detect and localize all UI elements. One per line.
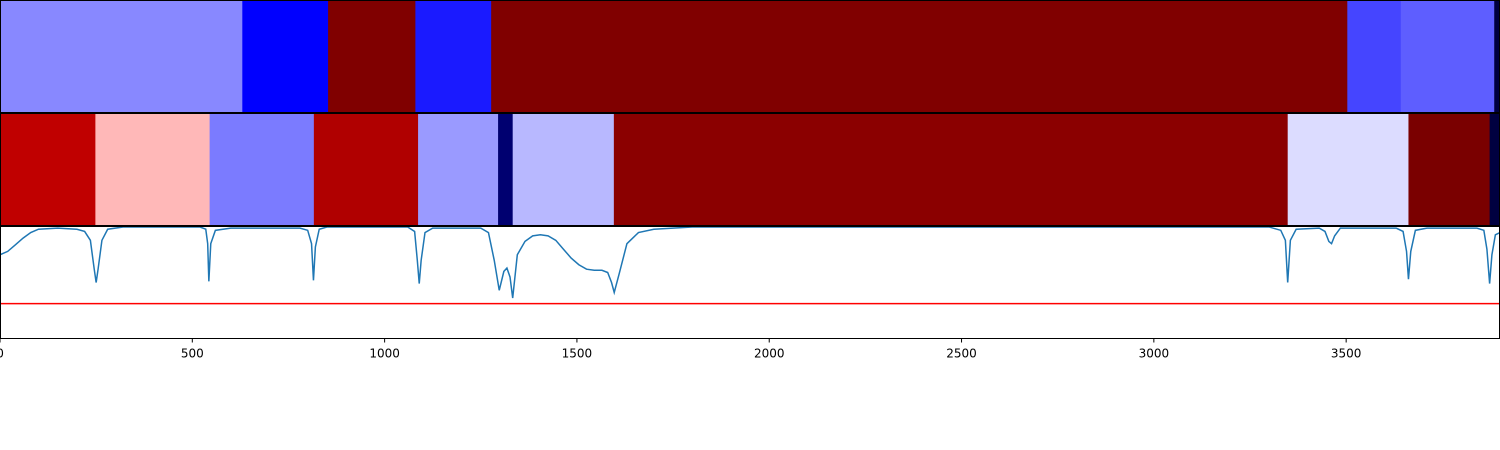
heatmap-row-1-segment-7 — [1400, 1, 1495, 112]
heatmap-row-1-segment-8 — [1494, 1, 1500, 112]
heatmap-row-2-segment-4 — [313, 114, 419, 225]
x-tick-label-0: 0 — [0, 347, 4, 361]
heatmap-row-2-segment-10 — [1408, 114, 1491, 225]
x-tick-label-1000: 1000 — [369, 347, 400, 361]
heatmap-row-1-segment-2 — [242, 1, 329, 112]
heatmap-row-2-segment-9 — [1287, 114, 1410, 225]
x-tick-label-2000: 2000 — [754, 347, 785, 361]
heatmap-row-1-segment-4 — [415, 1, 492, 112]
heatmap-row-2-segment-6 — [498, 114, 514, 225]
line-panel — [0, 226, 1500, 339]
x-tick-label-1500: 1500 — [562, 347, 593, 361]
x-tick-label-3000: 3000 — [1139, 347, 1170, 361]
heatmap-row-1-segment-1 — [0, 1, 243, 112]
heatmap-row-1-segment-3 — [328, 1, 416, 112]
heatmap-row-2-segment-7 — [512, 114, 615, 225]
heatmap-row-2-segment-8 — [613, 114, 1289, 225]
heatmap-row-1-segment-5 — [491, 1, 1348, 112]
line-panel-frame — [0, 226, 1500, 339]
heatmap-row-2-segment-2 — [95, 114, 211, 225]
x-tick-label-2500: 2500 — [946, 347, 977, 361]
heatmap-row-2-segment-3 — [209, 114, 315, 225]
heatmap-row-2-segment-5 — [418, 114, 499, 225]
heatmap-row-1-segment-6 — [1347, 1, 1402, 112]
x-tick-label-500: 500 — [181, 347, 204, 361]
heatmap-row-2-segment-1 — [0, 114, 96, 225]
heatmap-row-2 — [0, 114, 1500, 225]
heatmap-row-2-segment-11 — [1489, 114, 1500, 225]
heatmap-row-1 — [0, 1, 1500, 112]
x-tick-label-3500: 3500 — [1331, 347, 1362, 361]
series-line — [0, 226, 1500, 299]
x-axis: 0 500 1000 1500 2000 2500 3000 3500 — [0, 338, 1362, 361]
